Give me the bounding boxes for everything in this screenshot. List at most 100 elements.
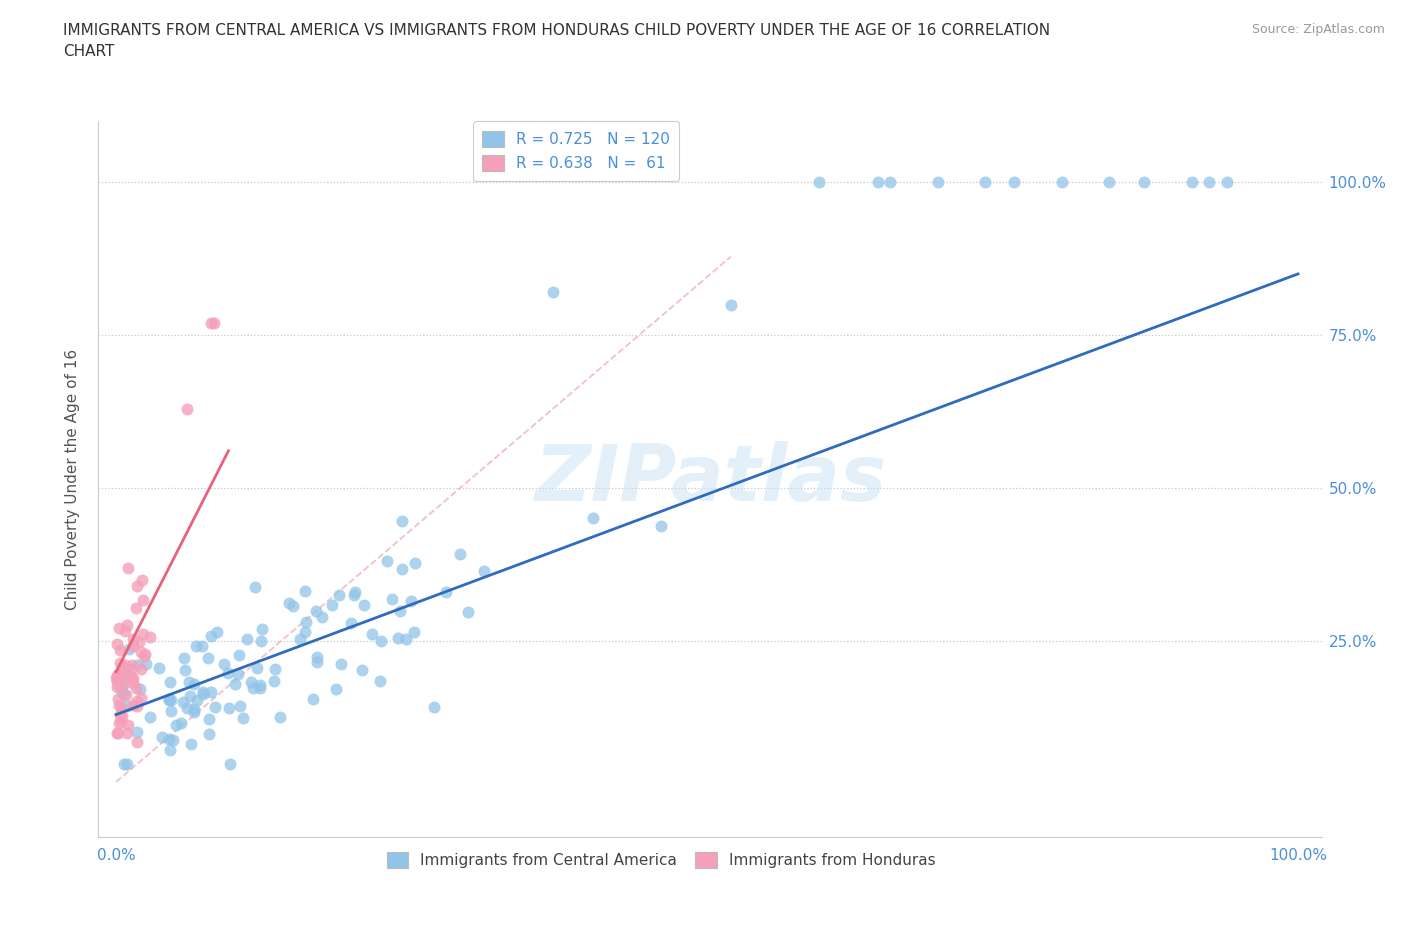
Point [186,693,208,708]
Point [325,682,347,697]
Point [121,676,143,691]
Point [352,662,374,677]
Point [110,701,132,716]
Point [105,636,128,651]
Point [1098,175,1121,190]
Point [108,621,131,636]
Point [170,716,193,731]
Y-axis label: Child Poverty Under the Age of 16: Child Poverty Under the Age of 16 [65,349,80,609]
Point [131,592,153,607]
Point [117,618,139,632]
Point [281,598,304,613]
Point [395,631,418,646]
Point [108,716,131,731]
Point [305,655,328,670]
Legend: Immigrants from Central America, Immigrants from Honduras: Immigrants from Central America, Immigra… [380,844,943,876]
Point [329,657,352,671]
Point [582,511,605,525]
Point [204,699,226,714]
Point [111,660,134,675]
Point [129,682,152,697]
Point [1198,175,1220,190]
Point [212,657,235,671]
Point [115,698,138,713]
Point [207,624,229,639]
Point [173,650,195,665]
Point [105,675,128,690]
Point [112,661,135,676]
Point [107,668,129,683]
Point [344,584,367,599]
Point [112,674,135,689]
Point [368,673,391,688]
Point [115,756,138,771]
Point [157,692,180,707]
Point [399,593,422,608]
Point [125,725,148,740]
Point [263,673,285,688]
Point [121,631,143,646]
Point [191,639,214,654]
Point [226,666,249,681]
Point [121,658,143,672]
Point [650,519,672,534]
Point [243,579,266,594]
Text: Source: ZipAtlas.com: Source: ZipAtlas.com [1251,23,1385,36]
Point [263,662,285,677]
Point [117,717,139,732]
Point [321,598,343,613]
Point [249,678,271,693]
Point [131,572,153,587]
Point [1002,175,1025,190]
Point [360,627,382,642]
Point [107,691,129,706]
Point [125,699,148,714]
Point [242,681,264,696]
Point [328,588,350,603]
Point [177,674,200,689]
Point [197,650,219,665]
Point [183,704,205,719]
Point [134,646,156,661]
Point [294,584,316,599]
Point [107,667,129,682]
Point [121,670,143,684]
Point [340,616,363,631]
Point [239,674,262,689]
Point [107,698,129,712]
Point [375,554,398,569]
Point [200,684,222,699]
Point [305,604,328,618]
Point [250,621,273,636]
Point [176,700,198,715]
Point [423,700,446,715]
Point [114,687,136,702]
Point [173,662,195,677]
Point [202,315,225,330]
Point [246,661,269,676]
Point [218,700,240,715]
Point [111,709,134,724]
Point [434,584,457,599]
Point [108,708,131,723]
Point [162,733,184,748]
Point [107,725,129,740]
Point [165,718,187,733]
Point [125,578,148,593]
Point [472,564,495,578]
Point [217,666,239,681]
Point [1216,175,1239,190]
Point [138,710,160,724]
Point [125,658,148,672]
Point [114,623,136,638]
Point [191,684,214,699]
Point [120,662,142,677]
Point [134,649,156,664]
Point [111,684,134,699]
Point [115,725,138,740]
Point [159,674,181,689]
Point [121,671,143,686]
Point [1050,175,1073,190]
Point [105,669,128,684]
Point [302,692,325,707]
